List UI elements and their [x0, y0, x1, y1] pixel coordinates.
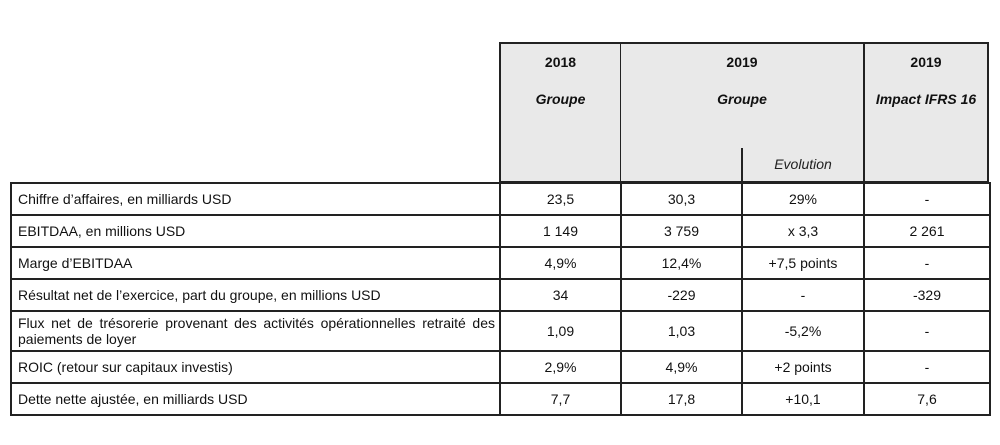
- value-2019: -229: [620, 278, 743, 312]
- value-2018: 1,09: [499, 310, 622, 352]
- table-row: Résultat net de l’exercice, part du grou…: [10, 278, 991, 312]
- header-year: 2019: [910, 54, 942, 70]
- row-label: Chiffre d’affaires, en milliards USD: [10, 182, 501, 216]
- value-2019: 12,4%: [620, 246, 743, 280]
- value-ifrs16: -329: [863, 278, 991, 312]
- value-2018: 4,9%: [499, 246, 622, 280]
- header-scope: Impact IFRS 16: [875, 91, 977, 107]
- value-ifrs16: -: [863, 182, 991, 216]
- header-year: 2018: [544, 54, 577, 70]
- value-ifrs16: -: [863, 246, 991, 280]
- value-2019: 17,8: [620, 382, 743, 416]
- row-label: Marge d’EBITDAA: [10, 246, 501, 280]
- value-ifrs16: 7,6: [863, 382, 991, 416]
- value-2018: 34: [499, 278, 622, 312]
- value-2018: 2,9%: [499, 350, 622, 384]
- value-2019: 3 759: [620, 214, 743, 248]
- header-scope: Groupe: [717, 91, 767, 107]
- header-year: 2019: [726, 54, 758, 70]
- value-evolution: 29%: [741, 182, 865, 216]
- header-2019-ifrs16: 2019 Impact IFRS 16: [863, 42, 989, 183]
- row-label: Dette nette ajustée, en milliards USD: [10, 382, 501, 416]
- value-evolution: +2 points: [741, 350, 865, 384]
- header-evolution: Evolution: [774, 156, 832, 172]
- value-2018: 1 149: [499, 214, 622, 248]
- value-ifrs16: 2 261: [863, 214, 991, 248]
- value-ifrs16: -: [863, 310, 991, 352]
- evolution-divider: [741, 148, 743, 183]
- value-ifrs16: -: [863, 350, 991, 384]
- value-2019: 1,03: [620, 310, 743, 352]
- value-evolution: x 3,3: [741, 214, 865, 248]
- value-2019: 30,3: [620, 182, 743, 216]
- table-row: Dette nette ajustée, en milliards USD 7,…: [10, 382, 991, 416]
- row-label: Flux net de trésorerie provenant des act…: [10, 310, 501, 352]
- value-evolution: +7,5 points: [741, 246, 865, 280]
- row-label: Résultat net de l’exercice, part du grou…: [10, 278, 501, 312]
- table-row: Marge d’EBITDAA 4,9% 12,4% +7,5 points -: [10, 246, 991, 280]
- header-scope: Groupe: [535, 91, 586, 107]
- value-evolution: +10,1: [741, 382, 865, 416]
- table-row: EBITDAA, en millions USD 1 149 3 759 x 3…: [10, 214, 991, 248]
- data-table: Chiffre d’affaires, en milliards USD 23,…: [10, 182, 991, 416]
- row-label: EBITDAA, en millions USD: [10, 214, 501, 248]
- row-label: ROIC (retour sur capitaux investis): [10, 350, 501, 384]
- value-2018: 7,7: [499, 382, 622, 416]
- value-2018: 23,5: [499, 182, 622, 216]
- value-2019: 4,9%: [620, 350, 743, 384]
- table-row: Chiffre d’affaires, en milliards USD 23,…: [10, 182, 991, 216]
- header-2018-groupe: 2018 Groupe: [499, 42, 622, 183]
- table-row: ROIC (retour sur capitaux investis) 2,9%…: [10, 350, 991, 384]
- table-row: Flux net de trésorerie provenant des act…: [10, 310, 991, 352]
- value-evolution: -: [741, 278, 865, 312]
- value-evolution: -5,2%: [741, 310, 865, 352]
